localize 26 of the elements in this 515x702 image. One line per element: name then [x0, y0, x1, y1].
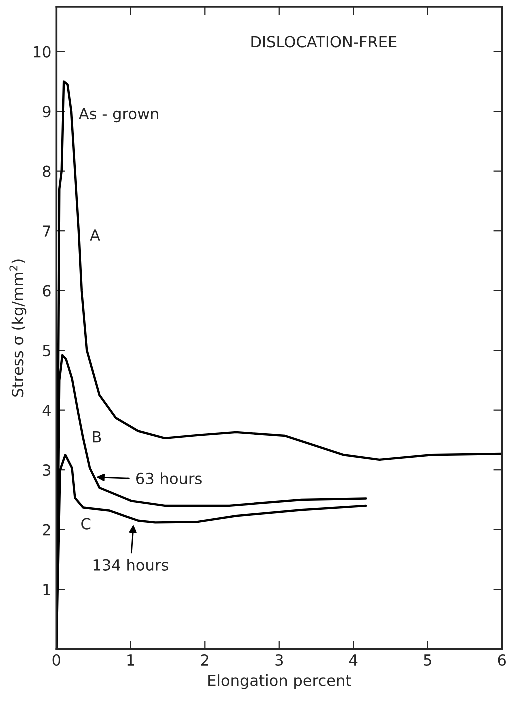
y-tick-label: 8 — [43, 166, 51, 178]
annotation: C — [82, 518, 91, 530]
x-tick-label: 5 — [424, 654, 432, 666]
x-tick-label: 4 — [350, 654, 358, 666]
x-tick-label: 1 — [128, 654, 134, 666]
y-tick-label: 1 — [44, 584, 50, 596]
y-tick-label: 10 — [34, 46, 51, 58]
y-tick-label: 4 — [42, 405, 51, 416]
annotation: 134 hours — [94, 559, 168, 571]
annotation: 63 hours — [136, 472, 202, 484]
y-tick-label: 9 — [43, 106, 51, 118]
annotation: DISLOCATION-FREE — [252, 36, 397, 48]
x-axis-title: Elongation percent — [208, 674, 352, 690]
y-tick-label: 5 — [43, 345, 50, 357]
annotation: B — [93, 432, 102, 443]
annotation: A — [90, 230, 100, 241]
x-tick-label: 6 — [498, 654, 506, 666]
y-tick-label: 7 — [43, 226, 50, 237]
y-tick-label: 2 — [43, 524, 50, 536]
y-axis-title: Stress σ (kg/mm$^{2}$) — [10, 260, 27, 397]
annotation: As - grown — [79, 108, 158, 123]
x-tick-label: 3 — [276, 654, 284, 666]
x-tick-label: 2 — [201, 654, 208, 666]
y-tick-label: 6 — [43, 285, 51, 297]
x-tick-label: 0 — [52, 654, 60, 666]
y-tick-label: 3 — [43, 464, 51, 476]
